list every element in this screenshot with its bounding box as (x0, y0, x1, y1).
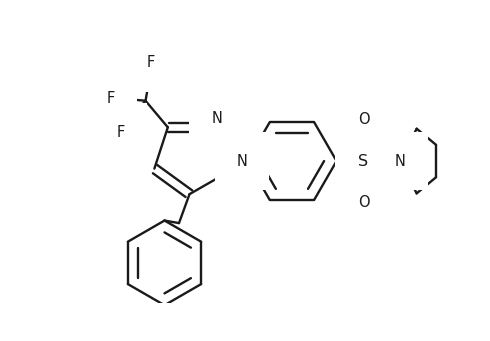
Text: N: N (236, 153, 247, 168)
Text: F: F (107, 91, 115, 106)
Text: N: N (395, 153, 406, 168)
Text: N: N (211, 111, 222, 126)
Text: O: O (358, 195, 369, 210)
Text: O: O (358, 112, 369, 127)
Text: F: F (147, 55, 155, 70)
Text: F: F (117, 125, 125, 140)
Text: S: S (359, 153, 368, 168)
